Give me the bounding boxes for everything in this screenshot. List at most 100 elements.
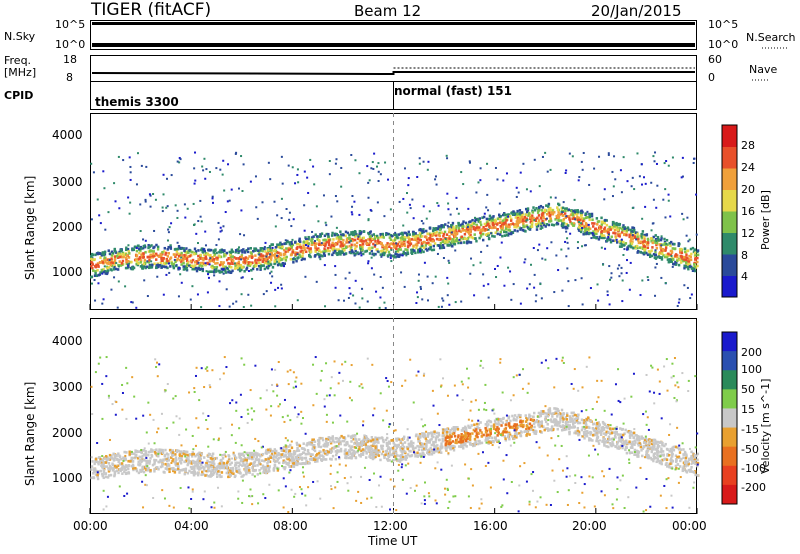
power-pixel <box>183 257 187 261</box>
power-pixel <box>117 265 120 268</box>
velocity-pixel <box>243 463 247 467</box>
power-pixel <box>693 251 697 255</box>
power-pixel <box>584 212 587 215</box>
velocity-pixel <box>223 463 226 466</box>
power-pixel <box>103 256 106 260</box>
power-pixel <box>121 255 124 259</box>
velocity-pixel <box>621 446 624 450</box>
velocity-pixel <box>577 433 580 437</box>
power-pixel <box>172 253 176 256</box>
power-pixel <box>457 241 460 245</box>
power-pixel <box>152 192 155 195</box>
power-pixel <box>680 257 683 260</box>
power-pixel <box>603 228 606 231</box>
power-pixel <box>437 305 440 308</box>
power-pixel <box>591 222 594 225</box>
power-pixel <box>486 162 489 165</box>
velocity-pixel <box>445 440 449 443</box>
power-pixel <box>385 232 388 235</box>
velocity-pixel <box>435 431 439 435</box>
velocity-pixel <box>466 440 469 444</box>
velocity-pixel <box>227 471 230 475</box>
velocity-colorbar-swatch <box>722 408 737 429</box>
power-pixel <box>102 268 105 271</box>
power-pixel <box>575 210 579 213</box>
power-pixel <box>687 240 690 243</box>
power-pixel <box>256 217 259 220</box>
power-pixel <box>462 220 465 223</box>
power-pixel <box>246 257 250 260</box>
velocity-pixel <box>375 437 378 440</box>
power-pixel <box>259 258 262 262</box>
velocity-pixel <box>520 423 524 427</box>
power-pixel <box>565 255 568 258</box>
power-pixel <box>213 270 216 274</box>
power-pixel <box>584 216 588 220</box>
velocity-pixel <box>245 462 248 465</box>
power-pixel <box>463 232 467 236</box>
power-pixel <box>447 244 451 247</box>
velocity-pixel <box>154 458 158 462</box>
power-pixel <box>500 241 503 244</box>
power-pixel <box>652 198 655 201</box>
power-pixel <box>240 155 243 158</box>
power-pixel <box>500 221 504 224</box>
power-pixel <box>269 263 273 266</box>
power-pixel <box>332 247 336 250</box>
power-pixel <box>681 156 684 159</box>
power-pixel <box>677 263 681 267</box>
power-pixel <box>104 228 107 231</box>
power-pixel <box>214 270 218 273</box>
power-pixel <box>447 240 450 243</box>
power-pixel <box>119 264 123 267</box>
power-pixel <box>587 231 591 235</box>
velocity-pixel <box>537 415 541 419</box>
power-pixel <box>507 228 510 232</box>
power-pixel <box>664 188 667 191</box>
velocity-pixel <box>144 454 147 458</box>
power-pixel <box>173 253 177 257</box>
velocity-pixel <box>338 442 341 445</box>
velocity-pixel <box>520 431 523 434</box>
power-pixel <box>660 258 664 261</box>
velocity-pixel <box>123 470 126 474</box>
power-pixel <box>199 253 202 257</box>
power-pixel <box>315 235 319 238</box>
power-pixel <box>219 230 222 233</box>
velocity-pixel <box>463 443 466 447</box>
power-pixel <box>238 246 241 249</box>
power-pixel <box>144 239 147 242</box>
velocity-pixel <box>672 445 675 449</box>
power-pixel <box>538 206 541 209</box>
velocity-pixel <box>362 437 366 440</box>
velocity-pixel <box>596 421 599 425</box>
power-pixel <box>533 158 536 161</box>
power-pixel <box>156 275 159 278</box>
velocity-pixel <box>541 412 545 416</box>
power-pixel <box>612 220 615 224</box>
power-pixel <box>683 266 686 270</box>
velocity-pixel <box>666 465 669 468</box>
power-pixel <box>662 253 665 257</box>
power-pixel <box>394 252 397 256</box>
power-pixel <box>389 238 393 242</box>
power-pixel <box>342 233 345 237</box>
power-pixel <box>204 262 207 265</box>
velocity-pixel <box>644 440 648 443</box>
velocity-pixel <box>366 445 369 448</box>
velocity-pixel <box>606 423 610 427</box>
power-pixel <box>348 244 352 248</box>
power-pixel <box>581 303 584 306</box>
velocity-pixel <box>186 453 189 457</box>
power-pixel <box>686 257 689 260</box>
power-pixel <box>411 248 415 252</box>
power-pixel <box>367 262 370 265</box>
velocity-pixel <box>426 433 430 437</box>
power-pixel <box>280 197 283 200</box>
velocity-pixel <box>519 423 522 427</box>
power-pixel <box>463 237 467 240</box>
power-pixel <box>256 268 259 271</box>
power-pixel <box>167 231 170 234</box>
velocity-pixel <box>145 459 148 463</box>
power-pixel <box>414 243 418 247</box>
